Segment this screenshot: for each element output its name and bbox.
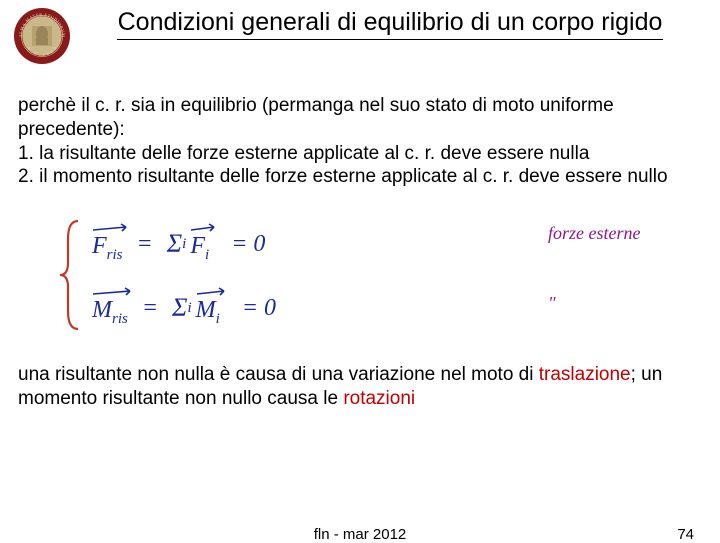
equation-moments: Mris = Σi Mi = 0 (92, 289, 290, 328)
vector-Mi: Mi (196, 289, 220, 328)
sub-ris2: ris (112, 311, 128, 327)
condition-1: 1. la risultante delle forze esterne app… (18, 142, 702, 166)
sigma-icon-2: Σ (172, 293, 187, 323)
header: ALMA MATER STUDIORUM A . D . 1 0 8 8 Con… (0, 0, 720, 66)
equals-zero-1: = 0 (231, 231, 265, 258)
closing-p1: una risultante non nulla è causa di una … (18, 364, 539, 385)
equals-1a: = (137, 231, 153, 258)
sym-Mi: M (196, 297, 216, 323)
closing-text: una risultante non nulla è causa di una … (0, 363, 720, 412)
vector-Fi: Fi (190, 225, 209, 264)
vector-F-ris: Fris (92, 225, 123, 264)
closing-rotazioni: rotazioni (343, 388, 415, 409)
annotation-ditto: " (548, 293, 556, 314)
page-number: 74 (677, 526, 694, 543)
slide-title: Condizioni generali di equilibrio di un … (98, 8, 683, 39)
equation-forces: Fris = Σi Fi = 0 (92, 225, 279, 264)
closing-traslazione: traslazione (539, 364, 631, 385)
title-container: Condizioni generali di equilibrio di un … (72, 6, 708, 40)
footer-date: fln - mar 2012 (314, 526, 407, 543)
sub-i2: i (205, 247, 209, 263)
sym-Fi: F (190, 233, 205, 259)
sub-ris: ris (107, 247, 123, 263)
sub-i3: i (188, 300, 192, 317)
equals-zero-2: = 0 (242, 295, 276, 322)
equations-block: Fris = Σi Fi = 0 Mris = Σi Mi = 0 forze … (78, 211, 702, 341)
university-seal-logo: ALMA MATER STUDIORUM A . D . 1 0 8 8 (12, 6, 72, 66)
intro-text: perchè il c. r. sia in equilibrio (perma… (18, 94, 702, 142)
content: perchè il c. r. sia in equilibrio (perma… (0, 66, 720, 341)
curly-brace (60, 219, 82, 331)
sub-i4: i (216, 311, 220, 327)
vector-M-ris: Mris (92, 289, 128, 328)
sym-F: F (92, 233, 107, 259)
condition-2: 2. il momento risultante delle forze est… (18, 165, 702, 189)
annotation-forze-esterne: forze esterne (548, 223, 640, 244)
conditions-list: 1. la risultante delle forze esterne app… (18, 142, 702, 190)
equals-2a: = (142, 295, 158, 322)
title-underline (117, 39, 664, 40)
sym-M: M (92, 297, 112, 323)
sigma-icon: Σ (167, 229, 182, 259)
sub-i: i (182, 236, 186, 253)
